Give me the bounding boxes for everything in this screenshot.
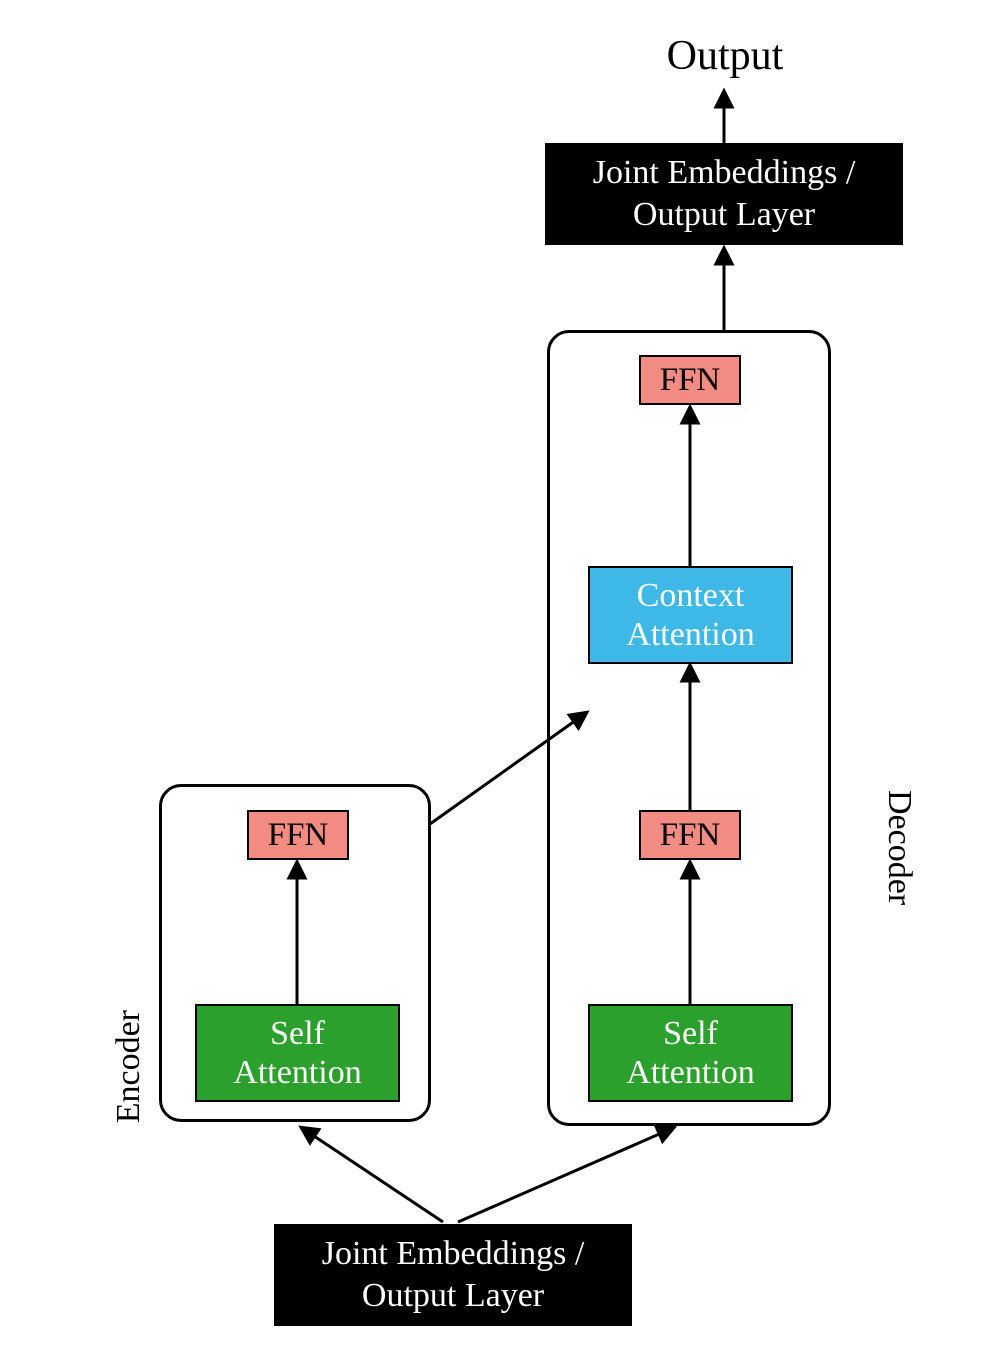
bottom-joint-embeddings-block: Joint Embeddings / Output Layer: [274, 1224, 632, 1326]
enc-self-attn-line1: Self: [270, 1015, 325, 1052]
encoder-side-label: Encoder: [110, 1010, 148, 1123]
encoder-self-attention-block: Self Attention: [195, 1004, 400, 1102]
top-black-line1: Joint Embeddings /: [593, 154, 856, 191]
bottom-black-line2: Output Layer: [362, 1277, 544, 1314]
top-black-line2: Output Layer: [633, 196, 815, 233]
decoder-side-label: Decoder: [880, 790, 918, 905]
decoder-self-attention-block: Self Attention: [588, 1004, 793, 1102]
dec-self-attn-line2: Attention: [626, 1054, 754, 1091]
decoder-ffn-bottom: FFN: [639, 810, 741, 860]
context-attn-line1: Context: [637, 577, 745, 614]
top-joint-embeddings-block: Joint Embeddings / Output Layer: [545, 143, 903, 245]
context-attn-line2: Attention: [626, 616, 754, 653]
encoder-ffn: FFN: [247, 810, 349, 860]
bottom-black-line1: Joint Embeddings /: [322, 1235, 585, 1272]
output-label: Output: [645, 32, 805, 80]
dec-self-attn-line1: Self: [663, 1015, 718, 1052]
enc-self-attn-line2: Attention: [233, 1054, 361, 1091]
decoder-ffn-top: FFN: [639, 355, 741, 405]
context-attention-block: Context Attention: [588, 566, 793, 664]
